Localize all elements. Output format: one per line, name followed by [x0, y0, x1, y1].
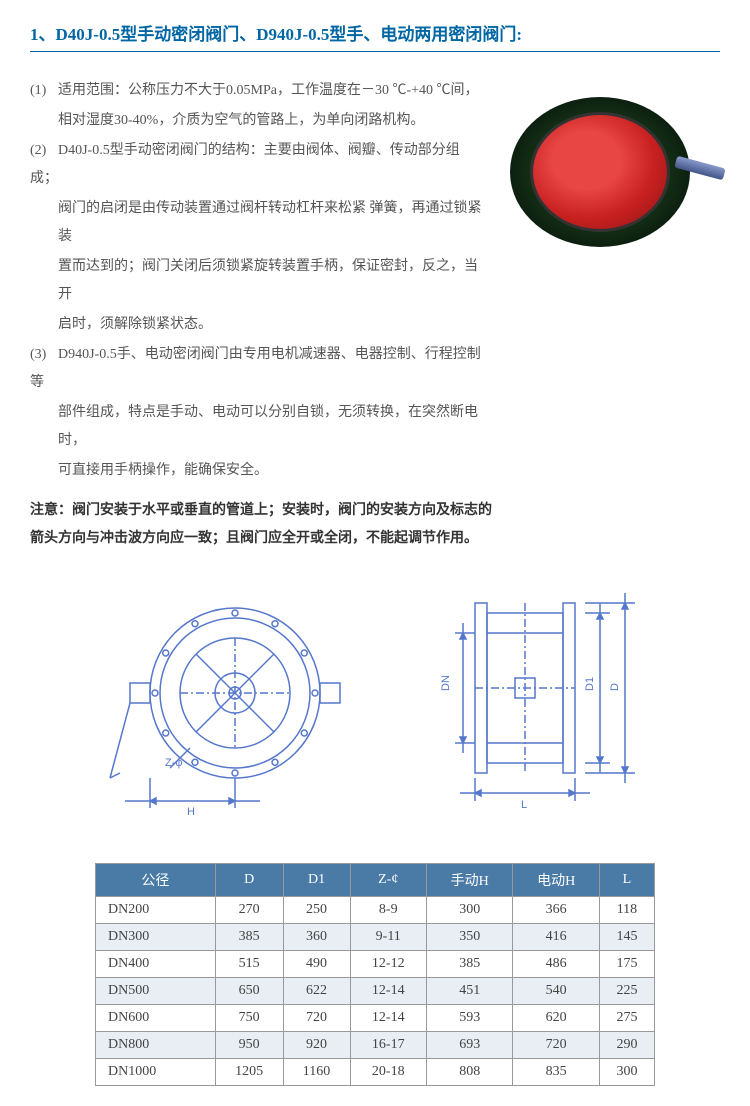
table-cell: 593 — [426, 1005, 512, 1032]
description-line: (3)D940J-0.5手、电动密闭阀门由专用电机减速器、电器控制、行程控制等 — [30, 341, 485, 397]
table-row: DN50065062212-14451540225 — [96, 978, 655, 1005]
table-cell: 1160 — [283, 1059, 350, 1086]
table-cell: 290 — [599, 1032, 654, 1059]
table-cell: 385 — [215, 924, 283, 951]
table-cell: 300 — [426, 897, 512, 924]
note-text: 注意：阀门安装于水平或垂直的管道上；安装时，阀门的安装方向及标志的箭头方向与冲击… — [30, 497, 720, 553]
description-list: (1)适用范围：公称压力不大于0.05MPa，工作温度在－30 ℃-+40 ℃间… — [30, 77, 485, 487]
table-cell: 693 — [426, 1032, 512, 1059]
technical-diagrams: Z-φ H DN D1 D — [30, 583, 720, 823]
table-cell: DN400 — [96, 951, 216, 978]
svg-text:Z-φ: Z-φ — [165, 757, 183, 769]
page-title: 1、D40J-0.5型手动密闭阀门、D940J-0.5型手、电动两用密闭阀门: — [30, 20, 720, 52]
table-cell: 175 — [599, 951, 654, 978]
table-row: DN40051549012-12385486175 — [96, 951, 655, 978]
table-header: Z-¢ — [350, 864, 426, 897]
table-cell: 490 — [283, 951, 350, 978]
description-line: 阀门的启闭是由传动装置通过阀杆转动杠杆来松紧 弹簧，再通过锁紧装 — [30, 195, 485, 251]
table-cell: DN200 — [96, 897, 216, 924]
svg-text:DN: DN — [440, 675, 452, 691]
table-cell: 350 — [426, 924, 512, 951]
table-cell: 270 — [215, 897, 283, 924]
product-photo — [500, 87, 720, 257]
table-header: L — [599, 864, 654, 897]
specifications-table: 公径DD1Z-¢手动H电动HL DN2002702508-9300366118D… — [95, 863, 655, 1086]
table-header: D — [215, 864, 283, 897]
table-row: DN10001205116020-18808835300 — [96, 1059, 655, 1086]
svg-text:H: H — [187, 806, 195, 818]
table-cell: 622 — [283, 978, 350, 1005]
description-line: 启时，须解除锁紧状态。 — [30, 311, 485, 339]
table-cell: 451 — [426, 978, 512, 1005]
description-line: (1)适用范围：公称压力不大于0.05MPa，工作温度在－30 ℃-+40 ℃间… — [30, 77, 485, 105]
table-cell: 8-9 — [350, 897, 426, 924]
table-cell: 12-14 — [350, 978, 426, 1005]
table-header: 公径 — [96, 864, 216, 897]
table-row: DN3003853609-11350416145 — [96, 924, 655, 951]
table-cell: DN300 — [96, 924, 216, 951]
table-cell: 145 — [599, 924, 654, 951]
note-line: 注意：阀门安装于水平或垂直的管道上；安装时，阀门的安装方向及标志的 — [30, 497, 720, 525]
table-cell: 385 — [426, 951, 512, 978]
table-cell: 360 — [283, 924, 350, 951]
description-line: 相对湿度30-40%，介质为空气的管路上，为单向闭路机构。 — [30, 107, 485, 135]
table-cell: 12-14 — [350, 1005, 426, 1032]
table-cell: DN500 — [96, 978, 216, 1005]
table-cell: 12-12 — [350, 951, 426, 978]
table-cell: 620 — [513, 1005, 599, 1032]
table-cell: DN1000 — [96, 1059, 216, 1086]
table-cell: 720 — [513, 1032, 599, 1059]
table-header: D1 — [283, 864, 350, 897]
table-cell: DN600 — [96, 1005, 216, 1032]
table-cell: 1205 — [215, 1059, 283, 1086]
description-line: (2)D40J-0.5型手动密闭阀门的结构：主要由阀体、阀瓣、传动部分组成； — [30, 137, 485, 193]
table-cell: 16-17 — [350, 1032, 426, 1059]
table-cell: 118 — [599, 897, 654, 924]
front-view-diagram: Z-φ H — [85, 583, 365, 823]
svg-text:D1: D1 — [584, 677, 596, 691]
description-line: 可直接用手柄操作，能确保安全。 — [30, 457, 485, 485]
table-cell: 366 — [513, 897, 599, 924]
table-cell: 250 — [283, 897, 350, 924]
table-cell: 225 — [599, 978, 654, 1005]
table-cell: 950 — [215, 1032, 283, 1059]
table-row: DN80095092016-17693720290 — [96, 1032, 655, 1059]
svg-text:D: D — [609, 683, 621, 691]
side-view-diagram: DN D1 D L — [425, 583, 665, 823]
table-cell: 20-18 — [350, 1059, 426, 1086]
table-cell: 9-11 — [350, 924, 426, 951]
table-cell: 720 — [283, 1005, 350, 1032]
table-row: DN2002702508-9300366118 — [96, 897, 655, 924]
table-cell: 275 — [599, 1005, 654, 1032]
table-cell: 750 — [215, 1005, 283, 1032]
table-cell: 920 — [283, 1032, 350, 1059]
table-cell: 300 — [599, 1059, 654, 1086]
table-cell: 650 — [215, 978, 283, 1005]
table-header: 电动H — [513, 864, 599, 897]
table-cell: 515 — [215, 951, 283, 978]
description-line: 部件组成，特点是手动、电动可以分别自锁，无须转换，在突然断电时， — [30, 399, 485, 455]
table-header: 手动H — [426, 864, 512, 897]
description-line: 置而达到的；阀门关闭后须锁紧旋转装置手柄，保证密封，反之，当开 — [30, 253, 485, 309]
table-cell: DN800 — [96, 1032, 216, 1059]
table-cell: 486 — [513, 951, 599, 978]
top-content: (1)适用范围：公称压力不大于0.05MPa，工作温度在－30 ℃-+40 ℃间… — [30, 77, 720, 487]
table-cell: 540 — [513, 978, 599, 1005]
note-line: 箭头方向与冲击波方向应一致；且阀门应全开或全闭，不能起调节作用。 — [30, 525, 720, 553]
table-row: DN60075072012-14593620275 — [96, 1005, 655, 1032]
table-cell: 835 — [513, 1059, 599, 1086]
table-cell: 808 — [426, 1059, 512, 1086]
svg-text:L: L — [521, 799, 527, 811]
table-cell: 416 — [513, 924, 599, 951]
